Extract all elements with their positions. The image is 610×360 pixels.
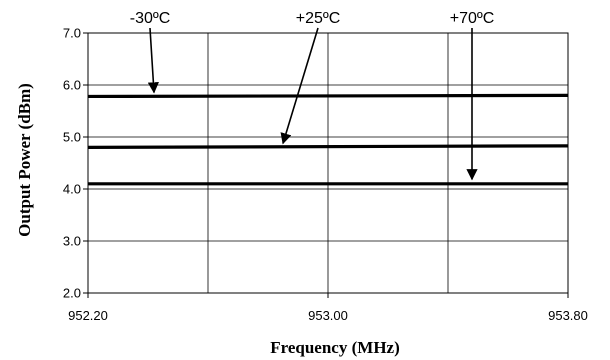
x-axis-ticks: 952.20 953.00 953.80 (68, 293, 588, 323)
y-tick-label: 7.0 (63, 26, 81, 41)
y-tick-label: 4.0 (63, 182, 81, 197)
x-tick-label: 953.00 (308, 308, 348, 323)
y-tick-label: 3.0 (63, 234, 81, 249)
x-axis-title: Frequency (MHz) (270, 338, 400, 357)
series-line-0 (87, 93, 569, 99)
series-line-1 (87, 144, 569, 149)
y-axis-ticks: 2.0 3.0 4.0 5.0 6.0 7.0 (63, 26, 88, 301)
annotation-label: +25ºC (296, 10, 341, 27)
x-tick-label: 953.80 (548, 308, 588, 323)
y-tick-label: 5.0 (63, 130, 81, 145)
series-layer (87, 93, 569, 186)
y-tick-label: 6.0 (63, 78, 81, 93)
annotation-label: -30ºC (130, 10, 171, 27)
y-axis-title: Output Power (dBm) (15, 83, 34, 237)
annotation-arrow (280, 27, 319, 145)
x-tick-label: 952.20 (68, 308, 108, 323)
annotation-label: +70ºC (450, 10, 495, 27)
y-tick-label: 2.0 (63, 286, 81, 301)
annotation-layer: -30ºC +25ºC +70ºC (130, 10, 495, 181)
grid (87, 32, 569, 294)
annotation-arrow (147, 27, 159, 94)
